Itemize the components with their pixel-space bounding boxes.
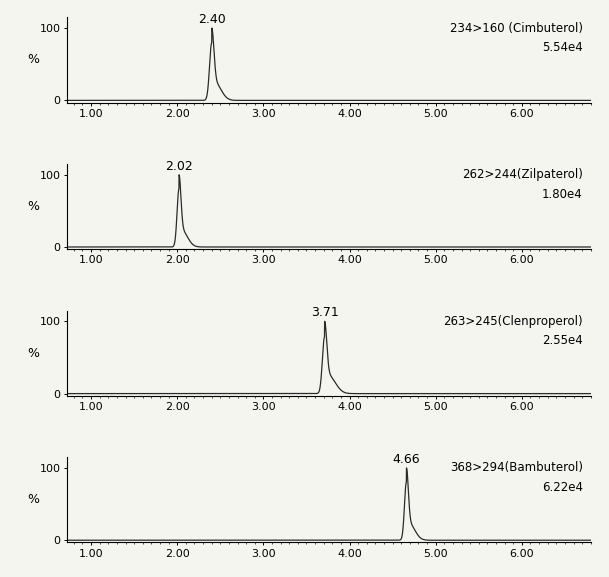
Text: 2.55e4: 2.55e4 [542,335,583,347]
Y-axis label: %: % [27,347,39,359]
Text: 262>244(Zilpaterol): 262>244(Zilpaterol) [462,168,583,181]
Y-axis label: %: % [27,493,39,506]
Text: 4.66: 4.66 [393,453,420,466]
Text: 2.40: 2.40 [198,13,225,26]
Text: 234>160 (Cimbuterol): 234>160 (Cimbuterol) [450,21,583,35]
Y-axis label: %: % [27,200,39,213]
Text: 368>294(Bambuterol): 368>294(Bambuterol) [450,462,583,474]
Text: 263>245(Clenproperol): 263>245(Clenproperol) [443,315,583,328]
Text: 2.02: 2.02 [165,160,193,173]
Text: 5.54e4: 5.54e4 [542,41,583,54]
Text: 3.71: 3.71 [311,306,339,319]
Text: 6.22e4: 6.22e4 [542,481,583,494]
Text: 1.80e4: 1.80e4 [542,188,583,201]
Y-axis label: %: % [27,54,39,66]
